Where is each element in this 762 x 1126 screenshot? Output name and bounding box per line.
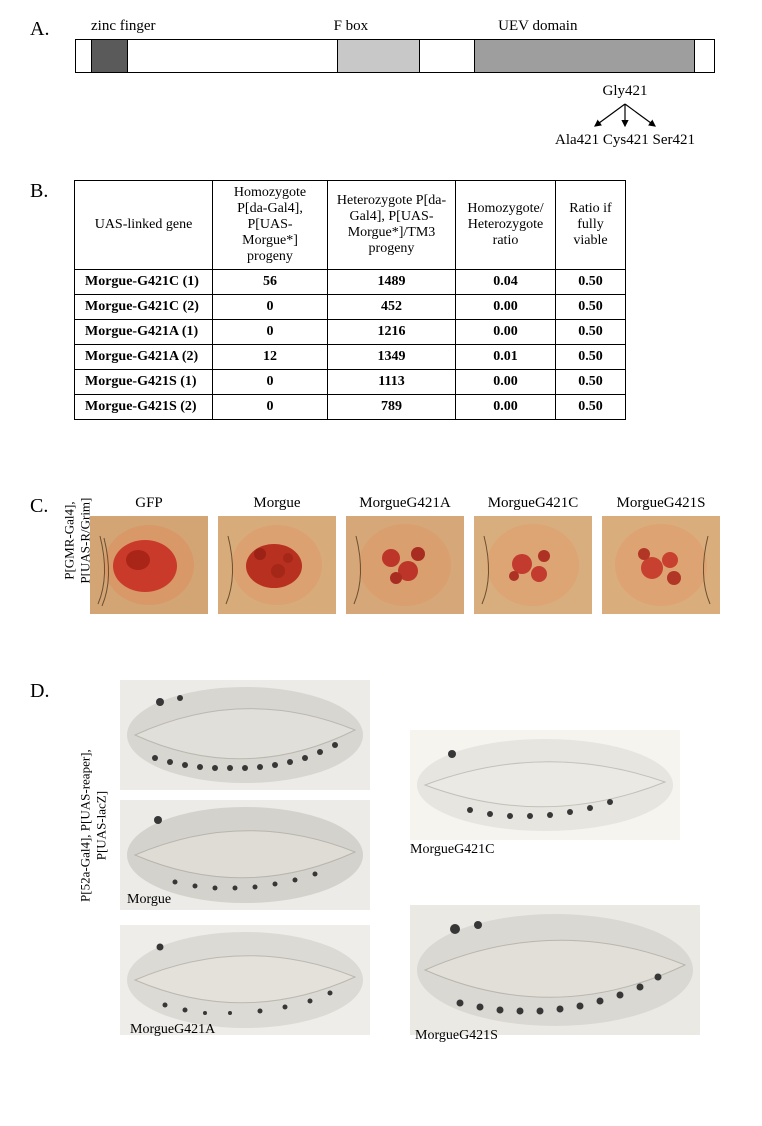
fbox-label: F box bbox=[334, 18, 369, 35]
eye-label: MorgueG421S bbox=[617, 495, 706, 512]
cell-gene: Morgue-G421A (1) bbox=[75, 320, 213, 345]
zinc-finger-label: zinc finger bbox=[91, 18, 156, 35]
eye-col-g421c: MorgueG421C bbox=[474, 495, 592, 614]
segment-blank-4 bbox=[695, 40, 714, 72]
mutation-block: Gly421 Ala421 Cys421 Ser421 bbox=[555, 83, 695, 149]
cell: 0.50 bbox=[556, 370, 626, 395]
embryo-label-g421s: MorgueG421S bbox=[415, 1028, 498, 1044]
cell: 0.50 bbox=[556, 395, 626, 420]
cell: 0 bbox=[213, 295, 328, 320]
segment-zinc-finger bbox=[92, 40, 128, 72]
panel-d-side-label: P[52a-Gal4], P[UAS-reaper], P[UAS-lacZ] bbox=[77, 736, 108, 916]
cell-gene: Morgue-G421A (2) bbox=[75, 345, 213, 370]
cell: 0.04 bbox=[456, 270, 556, 295]
header-heterozygote: Heterozygote P[da-Gal4], P[UAS-Morgue*]/… bbox=[328, 181, 456, 270]
cell: 0 bbox=[213, 370, 328, 395]
panel-c-side-label: P[GMR-Gal4], P[UAS-R/Grim] bbox=[61, 481, 92, 601]
cell-gene: Morgue-G421S (2) bbox=[75, 395, 213, 420]
domain-labels-row: zinc finger F box UEV domain bbox=[75, 18, 715, 35]
header-ratio: Homozygote/ Heterozygote ratio bbox=[456, 181, 556, 270]
table-body: Morgue-G421C (1)5614890.040.50 Morgue-G4… bbox=[75, 270, 626, 420]
cell: 1489 bbox=[328, 270, 456, 295]
header-homozygote: Homozygote P[da-Gal4], P[UAS-Morgue*] pr… bbox=[213, 181, 328, 270]
segment-blank-2 bbox=[128, 40, 338, 72]
embryo-image-g421c bbox=[410, 730, 680, 840]
cell: 12 bbox=[213, 345, 328, 370]
embryo-label-g421a: MorgueG421A bbox=[130, 1022, 215, 1038]
embryo-image-control bbox=[120, 680, 370, 790]
viability-table: UAS-linked gene Homozygote P[da-Gal4], P… bbox=[74, 180, 626, 420]
substitutions-label: Ala421 Cys421 Ser421 bbox=[555, 132, 695, 149]
eye-image-gfp bbox=[90, 516, 208, 614]
cell: 0.50 bbox=[556, 295, 626, 320]
table-row: Morgue-G421C (2)04520.000.50 bbox=[75, 295, 626, 320]
cell: 1113 bbox=[328, 370, 456, 395]
embryo-image-g421s bbox=[410, 905, 700, 1035]
eye-image-g421c bbox=[474, 516, 592, 614]
cell: 0.50 bbox=[556, 320, 626, 345]
panel-d-label: D. bbox=[30, 680, 49, 703]
eye-images-row: GFP Morgue MorgueG421A MorgueG421C Morgu… bbox=[90, 495, 755, 614]
panel-b: UAS-linked gene Homozygote P[da-Gal4], P… bbox=[74, 180, 626, 420]
cell: 56 bbox=[213, 270, 328, 295]
segment-blank-3 bbox=[420, 40, 475, 72]
eye-label: GFP bbox=[135, 495, 163, 512]
segment-fbox bbox=[338, 40, 420, 72]
cell: 1349 bbox=[328, 345, 456, 370]
eye-label: MorgueG421A bbox=[359, 495, 450, 512]
cell: 0.00 bbox=[456, 320, 556, 345]
cell: 0.50 bbox=[556, 270, 626, 295]
embryo-label-morgue: Morgue bbox=[127, 892, 171, 908]
eye-col-gfp: GFP bbox=[90, 495, 208, 614]
eye-label: Morgue bbox=[253, 495, 300, 512]
table-row: Morgue-G421S (2)07890.000.50 bbox=[75, 395, 626, 420]
table-row: Morgue-G421C (1)5614890.040.50 bbox=[75, 270, 626, 295]
cell: 0.00 bbox=[456, 395, 556, 420]
embryo-image-g421a bbox=[120, 925, 370, 1035]
eye-col-morgue: Morgue bbox=[218, 495, 336, 614]
eye-col-g421a: MorgueG421A bbox=[346, 495, 464, 614]
eye-image-morgue bbox=[218, 516, 336, 614]
cell: 0.01 bbox=[456, 345, 556, 370]
panel-b-label: B. bbox=[30, 180, 48, 203]
cell: 452 bbox=[328, 295, 456, 320]
cell: 0.00 bbox=[456, 370, 556, 395]
cell: 789 bbox=[328, 395, 456, 420]
cell: 0.50 bbox=[556, 345, 626, 370]
eye-image-g421s bbox=[602, 516, 720, 614]
segment-blank-1 bbox=[76, 40, 92, 72]
panel-c-label: C. bbox=[30, 495, 48, 518]
mutation-arrows-icon bbox=[580, 102, 670, 130]
panel-a-label: A. bbox=[30, 18, 49, 41]
cell-gene: Morgue-G421C (2) bbox=[75, 295, 213, 320]
panel-a: zinc finger F box UEV domain Gly421 Ala4… bbox=[75, 18, 715, 73]
table-row: Morgue-G421A (2)1213490.010.50 bbox=[75, 345, 626, 370]
eye-image-g421a bbox=[346, 516, 464, 614]
cell-gene: Morgue-G421S (1) bbox=[75, 370, 213, 395]
segment-uev bbox=[475, 40, 695, 72]
header-viable: Ratio if fully viable bbox=[556, 181, 626, 270]
protein-diagram bbox=[75, 39, 715, 73]
table-row: Morgue-G421S (1)011130.000.50 bbox=[75, 370, 626, 395]
eye-label: MorgueG421C bbox=[488, 495, 579, 512]
cell: 0 bbox=[213, 320, 328, 345]
cell: 1216 bbox=[328, 320, 456, 345]
table-header-row: UAS-linked gene Homozygote P[da-Gal4], P… bbox=[75, 181, 626, 270]
header-gene: UAS-linked gene bbox=[75, 181, 213, 270]
eye-col-g421s: MorgueG421S bbox=[602, 495, 720, 614]
cell: 0.00 bbox=[456, 295, 556, 320]
cell-gene: Morgue-G421C (1) bbox=[75, 270, 213, 295]
gly421-label: Gly421 bbox=[555, 83, 695, 100]
uev-label: UEV domain bbox=[498, 18, 577, 35]
panel-d: P[52a-Gal4], P[UAS-reaper], P[UAS-lacZ] … bbox=[55, 670, 735, 1110]
cell: 0 bbox=[213, 395, 328, 420]
panel-c: P[GMR-Gal4], P[UAS-R/Grim] GFP Morgue Mo… bbox=[55, 495, 755, 614]
table-row: Morgue-G421A (1)012160.000.50 bbox=[75, 320, 626, 345]
embryo-label-g421c: MorgueG421C bbox=[410, 842, 495, 858]
